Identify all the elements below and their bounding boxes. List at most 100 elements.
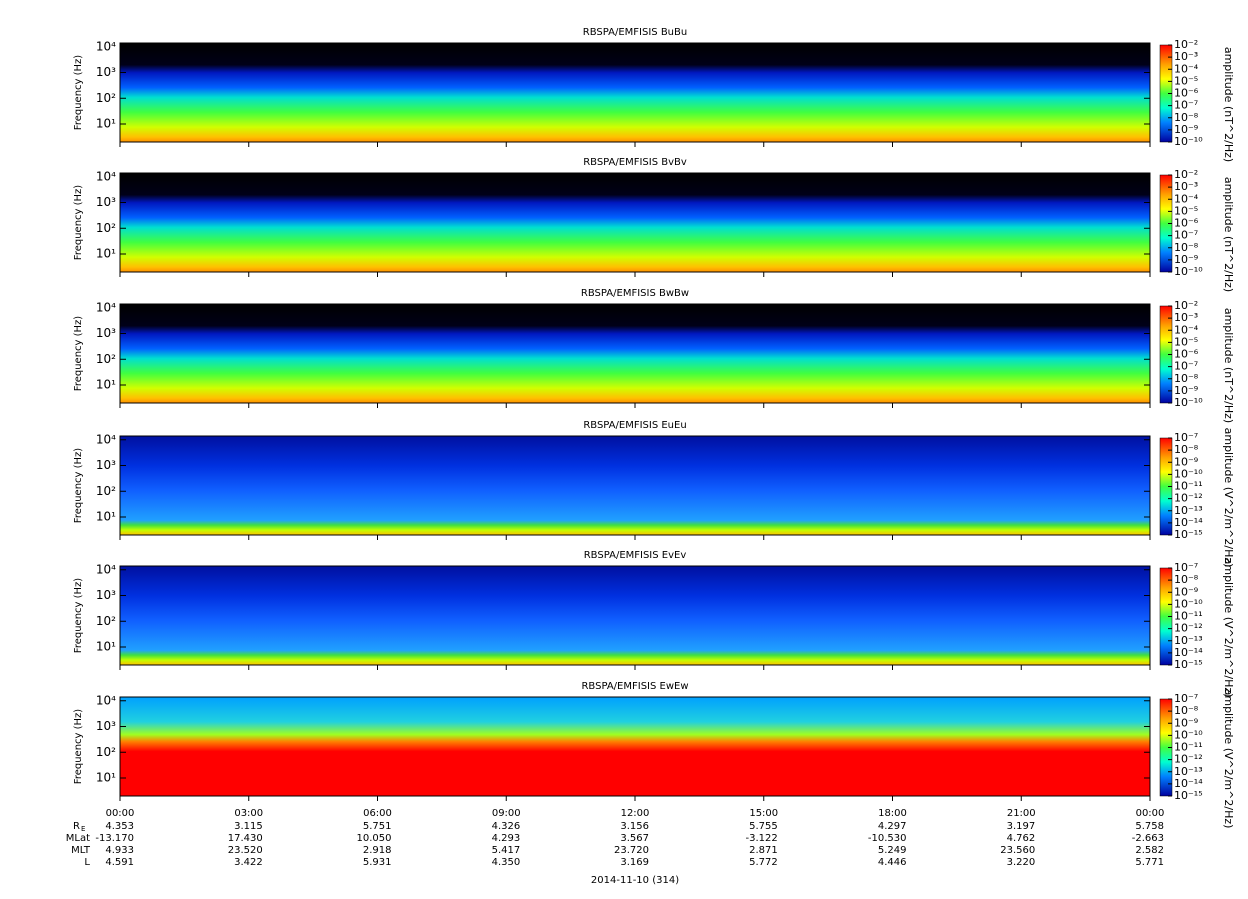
panel-title: RBSPA/EMFISIS BuBu <box>583 27 687 38</box>
y-tick-label: 10³ <box>96 458 116 472</box>
plot-area: RBSPA/EMFISIS BuBu Frequency (Hz) 10¹ 10² 10… <box>66 27 1235 886</box>
ephemeris-value: 4.293 <box>492 833 521 844</box>
colorbar-tick-label: 10⁻¹³ <box>1174 634 1203 647</box>
ephemeris-value: 4.933 <box>105 845 134 856</box>
colorbar-tick-label: 10⁻¹³ <box>1174 504 1203 517</box>
colorbar-tick-label: 10⁻⁴ <box>1174 62 1199 75</box>
x-tick-label: 18:00 <box>878 808 907 819</box>
colorbar-tick-label: 10⁻¹³ <box>1174 765 1203 778</box>
ephemeris-value: 5.755 <box>749 821 778 832</box>
colorbar-tick-label: 10⁻⁵ <box>1174 74 1198 87</box>
spectrogram-image <box>120 304 1150 403</box>
ephemeris-value: -2.663 <box>1132 833 1164 844</box>
colorbar-label: amplitude (V^2/m^2/Hz) <box>1222 689 1235 829</box>
y-tick-label: 10³ <box>96 195 116 209</box>
colorbar-tick-label: 10⁻⁴ <box>1174 323 1199 336</box>
spectrogram-image <box>120 173 1150 272</box>
ephemeris-name: MLT <box>71 845 91 856</box>
colorbar-label: amplitude (nT^2/Hz) <box>1222 308 1235 423</box>
colorbar-tick-label: 10⁻¹¹ <box>1174 741 1203 754</box>
x-tick-label: 00:00 <box>1136 808 1165 819</box>
colorbar-tick-label: 10⁻⁶ <box>1174 217 1199 230</box>
panel-title: RBSPA/EMFISIS BwBw <box>581 288 689 299</box>
ephemeris-name: MLat <box>66 833 90 844</box>
colorbar-tick-label: 10⁻⁶ <box>1174 348 1199 361</box>
ephemeris-value: 3.169 <box>620 857 649 868</box>
ephemeris-value: 5.758 <box>1135 821 1164 832</box>
colorbar-tick-label: 10⁻⁷ <box>1174 561 1198 574</box>
y-axis-label: Frequency (Hz) <box>73 55 84 131</box>
y-axis-label: Frequency (Hz) <box>73 185 84 261</box>
colorbar-tick-label: 10⁻⁸ <box>1174 111 1199 124</box>
ephemeris-value: 3.567 <box>620 833 649 844</box>
colorbar-tick-label: 10⁻¹⁰ <box>1174 467 1203 480</box>
colorbar-label: amplitude (nT^2/Hz) <box>1222 47 1235 162</box>
colorbar-tick-label: 10⁻⁵ <box>1174 204 1198 217</box>
y-axis-label: Frequency (Hz) <box>73 448 84 524</box>
y-axis-label: Frequency (Hz) <box>73 709 84 785</box>
colorbar-tick-label: 10⁻⁵ <box>1174 335 1198 348</box>
colorbar-tick-label: 10⁻¹¹ <box>1174 610 1203 623</box>
colorbar-tick-label: 10⁻⁹ <box>1174 123 1198 136</box>
x-tick-label: 21:00 <box>1007 808 1036 819</box>
colorbar-tick-label: 10⁻¹⁰ <box>1174 265 1203 278</box>
ephemeris-value: 3.156 <box>620 821 649 832</box>
x-tick-label: 12:00 <box>621 808 650 819</box>
colorbar-tick-label: 10⁻⁸ <box>1174 443 1199 456</box>
y-tick-label: 10⁴ <box>96 432 116 446</box>
x-tick-label: 03:00 <box>234 808 263 819</box>
ephemeris-value: 4.353 <box>105 821 134 832</box>
ephemeris-name: L <box>84 857 90 868</box>
ephemeris-value: 23.720 <box>614 845 649 856</box>
colorbar-tick-label: 10⁻³ <box>1174 180 1198 193</box>
colorbar-tick-label: 10⁻² <box>1174 38 1198 51</box>
y-tick-label: 10¹ <box>96 771 116 785</box>
ephemeris-value: 3.422 <box>234 857 263 868</box>
y-tick-label: 10¹ <box>96 117 116 131</box>
colorbar-tick-label: 10⁻⁸ <box>1174 372 1199 385</box>
colorbar-tick-label: 10⁻¹² <box>1174 753 1203 766</box>
colorbar-tick-label: 10⁻⁷ <box>1174 99 1198 112</box>
panel-title: RBSPA/EMFISIS BvBv <box>583 157 687 168</box>
y-tick-label: 10³ <box>96 588 116 602</box>
ephemeris-value: 23.560 <box>1000 845 1035 856</box>
ephemeris-value: 5.931 <box>363 857 392 868</box>
colorbar-tick-label: 10⁻¹⁵ <box>1174 658 1203 671</box>
ephemeris-value: 4.762 <box>1007 833 1036 844</box>
spectrogram-image <box>120 436 1150 535</box>
colorbar-tick-label: 10⁻⁷ <box>1174 360 1198 373</box>
ephemeris-value: 4.591 <box>105 857 134 868</box>
spectrogram-image <box>120 43 1150 142</box>
colorbar-tick-label: 10⁻⁷ <box>1174 229 1198 242</box>
colorbar-tick-label: 10⁻⁷ <box>1174 431 1198 444</box>
y-tick-label: 10¹ <box>96 640 116 654</box>
colorbar-tick-label: 10⁻³ <box>1174 311 1198 324</box>
colorbar-label: amplitude (V^2/m^2/Hz) <box>1222 428 1235 568</box>
ephemeris-value: 3.115 <box>234 821 263 832</box>
y-axis-label: Frequency (Hz) <box>73 578 84 654</box>
spectrogram-image <box>120 566 1150 665</box>
y-tick-label: 10¹ <box>96 510 116 524</box>
colorbar-tick-label: 10⁻¹² <box>1174 492 1203 505</box>
x-tick-label: 06:00 <box>363 808 392 819</box>
y-tick-label: 10⁴ <box>96 693 116 707</box>
y-tick-label: 10⁴ <box>96 562 116 576</box>
ephemeris-value: 5.751 <box>363 821 392 832</box>
ephemeris-value: 4.297 <box>878 821 907 832</box>
ephemeris-value: 10.050 <box>357 833 392 844</box>
ephemeris-value: 23.520 <box>228 845 263 856</box>
ephemeris-value: -13.170 <box>95 833 134 844</box>
y-tick-label: 10³ <box>96 65 116 79</box>
x-tick-label: 00:00 <box>106 808 135 819</box>
colorbar-tick-label: 10⁻¹⁰ <box>1174 135 1203 148</box>
colorbar-tick-label: 10⁻⁹ <box>1174 585 1198 598</box>
colorbar-tick-label: 10⁻² <box>1174 168 1198 181</box>
ephemeris-value: 5.772 <box>749 857 778 868</box>
ephemeris-value: 4.350 <box>492 857 521 868</box>
x-axis-label: 2014-11-10 (314) <box>591 875 679 886</box>
colorbar-label: amplitude (nT^2/Hz) <box>1222 177 1235 292</box>
colorbar-tick-label: 10⁻⁹ <box>1174 716 1198 729</box>
colorbar-tick-label: 10⁻¹⁵ <box>1174 528 1203 541</box>
panel-title: RBSPA/EMFISIS EwEw <box>581 681 688 692</box>
